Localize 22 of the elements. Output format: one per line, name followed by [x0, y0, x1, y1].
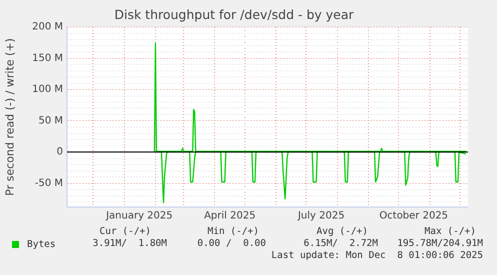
y-tick-label: 200 M	[32, 22, 63, 33]
legend-label: Bytes	[27, 239, 56, 250]
x-tick-label: October 2025	[379, 210, 448, 222]
x-tick-label: January 2025	[105, 210, 173, 222]
text: Last update: Mon Dec 8 01:00:06 2025	[271, 250, 483, 261]
y-tick-label: -50 M	[34, 178, 63, 189]
text: 195.78M/204.91M	[397, 238, 483, 249]
text: Max (-/+)	[424, 226, 476, 237]
text: Avg (-/+)	[316, 226, 368, 237]
y-tick-label: 0	[56, 146, 63, 158]
x-tick-label: July 2025	[296, 210, 345, 222]
y-tick-label: 100 M	[32, 84, 63, 96]
text: Cur (-/+)	[100, 226, 151, 237]
y-tick-label: 150 M	[32, 52, 63, 64]
text: 0.00 / 0.00	[197, 238, 266, 249]
text: Min (-/+)	[208, 226, 259, 237]
chart-title: Disk throughput for /dev/sdd - by year	[114, 6, 355, 22]
x-tick-label: April 2025	[204, 210, 256, 222]
y-tick-label: 50 M	[38, 115, 63, 126]
y-axis-title: Pr second read (-) / write (+)	[3, 38, 16, 196]
text: 3.91M/ 1.80M	[92, 238, 167, 249]
text: 6.15M/ 2.72M	[304, 238, 378, 249]
